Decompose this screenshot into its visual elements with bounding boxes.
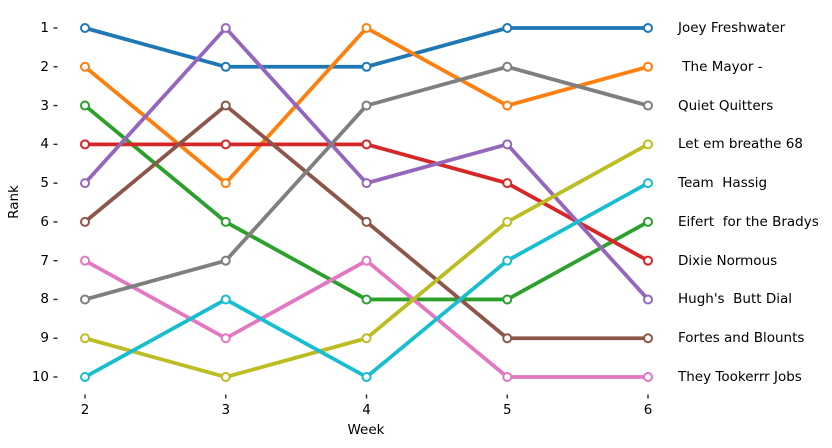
data-point-marker-they-tookerrr-jobs-week-6: [643, 372, 653, 383]
series-line-joey-freshwater: [83, 26, 650, 69]
data-point-marker-joey-freshwater-week-4: [361, 61, 372, 72]
data-point-marker-let-em-breathe-68-week-6: [643, 139, 653, 150]
data-point-marker-they-tookerrr-jobs-week-4: [361, 255, 372, 266]
data-point-marker-team-hassig-week-4: [361, 372, 372, 383]
data-point-marker-let-em-breathe-68-week-5: [502, 216, 513, 227]
data-point-marker-dixie-normous-week-5: [502, 178, 513, 189]
data-point-marker-quiet-quitters-week-2: [80, 294, 90, 305]
data-point-marker-the-mayor-week-4: [361, 23, 372, 33]
data-point-marker-let-em-breathe-68-week-2: [80, 333, 90, 344]
data-point-marker-quiet-quitters-week-6: [643, 100, 653, 111]
data-point-marker-dixie-normous-week-4: [361, 139, 372, 150]
data-point-marker-let-em-breathe-68-week-3: [220, 372, 231, 383]
series-they-tookerrr-jobs: [80, 255, 653, 383]
series-fortes-and-blounts: [80, 100, 653, 344]
data-point-marker-quiet-quitters-week-3: [220, 255, 231, 266]
data-point-marker-quiet-quitters-week-4: [361, 100, 372, 111]
data-point-marker-eifert-for-the-bradys-week-4: [361, 294, 372, 305]
data-point-marker-fortes-and-blounts-week-4: [361, 216, 372, 227]
data-point-marker-fortes-and-blounts-week-5: [502, 333, 513, 344]
data-point-marker-they-tookerrr-jobs-week-3: [220, 333, 231, 344]
data-point-marker-dixie-normous-week-2: [80, 139, 90, 150]
data-point-marker-joey-freshwater-week-3: [220, 61, 231, 72]
data-point-marker-dixie-normous-week-6: [643, 255, 653, 266]
series-joey-freshwater: [80, 23, 653, 72]
data-point-marker-the-mayor-week-6: [643, 61, 653, 72]
data-point-marker-joey-freshwater-week-6: [643, 23, 653, 33]
data-point-marker-team-hassig-week-6: [643, 178, 653, 189]
data-point-marker-quiet-quitters-week-5: [502, 61, 513, 72]
series-line-dixie-normous: [83, 142, 650, 263]
data-point-marker-hugh-s-butt-dial-week-2: [80, 178, 90, 189]
data-point-marker-joey-freshwater-week-2: [80, 23, 90, 33]
data-point-marker-they-tookerrr-jobs-week-2: [80, 255, 90, 266]
data-point-marker-hugh-s-butt-dial-week-4: [361, 178, 372, 189]
data-point-marker-the-mayor-week-2: [80, 61, 90, 72]
data-point-marker-hugh-s-butt-dial-week-6: [643, 294, 653, 305]
series-eifert-for-the-bradys: [80, 100, 653, 305]
data-point-marker-team-hassig-week-3: [220, 294, 231, 305]
data-point-marker-fortes-and-blounts-week-6: [643, 333, 653, 344]
series-quiet-quitters: [80, 61, 653, 305]
series-team-hassig: [80, 178, 653, 383]
series-dixie-normous: [80, 139, 653, 266]
data-point-marker-fortes-and-blounts-week-3: [220, 100, 231, 111]
series-let-em-breathe-68: [80, 139, 653, 383]
data-point-marker-team-hassig-week-2: [80, 372, 90, 383]
data-point-marker-dixie-normous-week-3: [220, 139, 231, 150]
data-point-marker-hugh-s-butt-dial-week-3: [220, 23, 231, 33]
data-point-marker-the-mayor-week-3: [220, 178, 231, 189]
data-point-marker-hugh-s-butt-dial-week-5: [502, 139, 513, 150]
data-point-marker-let-em-breathe-68-week-4: [361, 333, 372, 344]
data-point-marker-they-tookerrr-jobs-week-5: [502, 372, 513, 383]
data-point-marker-team-hassig-week-5: [502, 255, 513, 266]
data-point-marker-joey-freshwater-week-5: [502, 23, 513, 33]
data-point-marker-eifert-for-the-bradys-week-6: [643, 216, 653, 227]
data-point-marker-eifert-for-the-bradys-week-3: [220, 216, 231, 227]
data-point-marker-the-mayor-week-5: [502, 100, 513, 111]
data-point-marker-eifert-for-the-bradys-week-5: [502, 294, 513, 305]
data-point-marker-fortes-and-blounts-week-2: [80, 216, 90, 227]
data-point-marker-eifert-for-the-bradys-week-2: [80, 100, 90, 111]
